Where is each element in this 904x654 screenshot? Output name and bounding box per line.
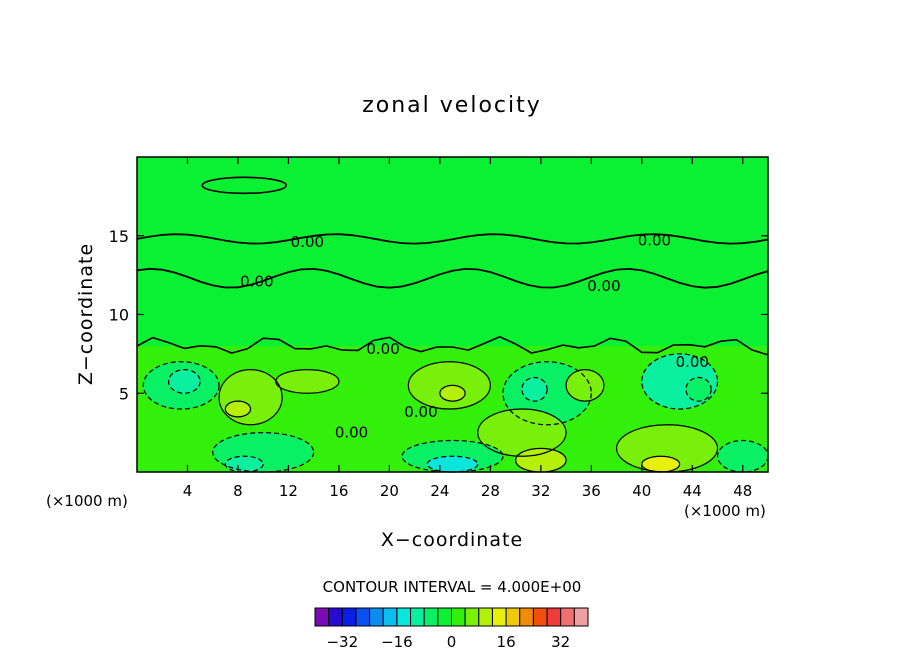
contour-patch-17	[225, 456, 264, 472]
contour-line-7	[407, 361, 491, 410]
contour-line-10	[521, 376, 548, 402]
colorbar-swatch-9	[437, 607, 453, 627]
x-tick-label-0: 4	[183, 482, 193, 500]
contour-line-17	[224, 455, 264, 473]
y-tick-label-1: 10	[109, 306, 129, 325]
contour-patch-3	[168, 369, 201, 394]
contour-line-6	[275, 369, 340, 394]
x-tick-label-1: 8	[233, 482, 243, 500]
contour-patch-5	[225, 401, 251, 417]
colorbar-swatch-2	[341, 607, 357, 627]
colorbar-swatch-19	[573, 607, 589, 627]
contour-patch-13	[685, 377, 712, 402]
contour-patch-14	[477, 409, 567, 457]
contour-line-12	[641, 353, 719, 410]
contour-interval-note: CONTOUR INTERVAL = 4.000E+00	[323, 578, 582, 596]
contour-line-14	[477, 408, 567, 457]
colorbar-swatch-16	[532, 607, 548, 627]
colorbar-swatch-6	[396, 607, 412, 627]
colorbar-swatch-0	[314, 607, 330, 627]
x-tick-label-9: 40	[632, 482, 651, 500]
y-tick-label-0: 5	[119, 384, 129, 403]
y-tick-label-2: 15	[109, 227, 129, 246]
colorbar-tick-label-2: 0	[447, 633, 457, 651]
contour-label-2: 0.00	[638, 231, 671, 249]
contour-line-2	[142, 361, 220, 410]
contour-band-0	[137, 157, 768, 346]
y-axis-label: Z−coordinate	[75, 243, 97, 385]
contour-line-layer	[136, 176, 769, 473]
colorbar-swatch-17	[546, 607, 562, 627]
x-tick-label-11: 48	[733, 482, 752, 500]
chart-title: zonal velocity	[362, 93, 542, 118]
contour-line-13	[685, 376, 712, 402]
contour-line-5	[224, 400, 252, 418]
x-tick-label-7: 32	[531, 482, 550, 500]
colorbar-swatch-11	[464, 607, 480, 627]
colorbar-tick-label-3: 16	[497, 633, 516, 651]
x-tick-label-10: 44	[683, 482, 702, 500]
contour-line-band-1	[136, 335, 769, 356]
contour-patch-8	[439, 385, 466, 402]
x-tick-label-6: 28	[481, 482, 500, 500]
contour-label-1: 0.00	[240, 272, 273, 290]
zero-contour-line-1	[136, 267, 769, 289]
colorbar	[314, 607, 589, 627]
contour-label-7: 0.00	[676, 353, 709, 371]
colorbar-tick-label-1: −16	[381, 633, 413, 651]
x-tick-label-4: 20	[380, 482, 399, 500]
contour-line-top-patch	[201, 176, 288, 195]
colorbar-swatch-18	[560, 607, 575, 627]
x-axis-unit-right: (×1000 m)	[684, 502, 766, 520]
contour-patch-15	[515, 448, 567, 472]
contour-patch-22	[717, 440, 768, 472]
colorbar-tick-labels: −32 −16 0 16 32	[326, 633, 570, 651]
contour-line-18	[401, 439, 504, 473]
colorbar-tick-label-4: 32	[551, 633, 570, 651]
colorbar-swatch-13	[491, 607, 507, 627]
x-tick-label-5: 24	[430, 482, 449, 500]
contour-patch-10	[521, 377, 548, 402]
x-tick-label-2: 12	[279, 482, 298, 500]
contour-line-9	[502, 361, 592, 426]
contour-label-layer: 0.00 0.00 0.00 0.00 0.00 0.00 0.00 0.00	[240, 231, 709, 441]
x-axis-label: X−coordinate	[381, 529, 523, 551]
colorbar-swatch-8	[423, 607, 439, 627]
x-tick-label-3: 16	[329, 482, 348, 500]
colorbar-swatch-12	[478, 607, 493, 627]
colorbar-tick-label-0: −32	[326, 633, 358, 651]
x-axis-unit-left: (×1000 m)	[46, 492, 128, 510]
contour-label-5: 0.00	[404, 403, 437, 421]
contour-patch-6	[275, 369, 339, 394]
contour-line-8	[439, 384, 466, 402]
contour-label-3: 0.00	[587, 277, 620, 295]
x-tick-label-8: 36	[582, 482, 601, 500]
colorbar-swatch-3	[355, 607, 371, 627]
colorbar-swatch-15	[519, 607, 534, 627]
colorbar-swatch-1	[328, 607, 343, 627]
contour-patch-21	[641, 456, 680, 472]
zero-contour-line-0	[136, 233, 769, 245]
contour-patch-20	[616, 424, 718, 472]
contour-line-4	[218, 369, 283, 426]
contour-line-11	[565, 369, 605, 402]
contour-line-3	[167, 369, 201, 394]
colorbar-swatch-10	[451, 607, 466, 627]
contour-label-0: 0.00	[291, 233, 324, 251]
contour-label-6: 0.00	[335, 424, 368, 442]
colorbar-swatch-5	[382, 607, 398, 627]
contour-label-4: 0.00	[366, 340, 399, 358]
colorbar-swatch-7	[410, 607, 425, 627]
colorbar-swatch-4	[369, 607, 384, 627]
contour-patch-11	[566, 369, 604, 402]
colorbar-swatch-14	[505, 607, 521, 627]
